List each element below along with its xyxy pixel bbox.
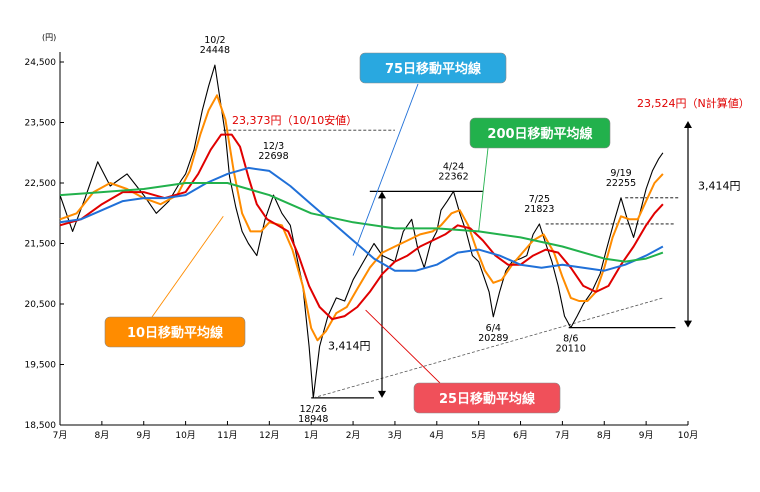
callout-text-ma10: 10日移動平均線 [127, 325, 224, 341]
annotation-sep19-line1: 22255 [606, 178, 636, 189]
x-tick-label: 10月 [678, 430, 698, 441]
right-range-arrow [684, 121, 692, 328]
x-tick-label: 1月 [304, 430, 319, 441]
range-head-bottom [684, 320, 692, 328]
annotation-apr24-line0: 4/24 [443, 161, 464, 172]
annotation-sep19-line0: 9/19 [610, 168, 631, 179]
x-tick-label: 9月 [136, 430, 151, 441]
range-head-top [684, 121, 692, 129]
x-tick-label: 4月 [429, 430, 444, 441]
guide-lines [223, 121, 692, 399]
callout-leader-ma25 [365, 309, 441, 384]
series-ma75 [59, 166, 664, 272]
annotation-peak-oct2-line1: 24448 [200, 45, 230, 56]
x-tick-label: 10月 [175, 430, 195, 441]
annotation-peak-oct2-line0: 10/2 [204, 35, 225, 46]
range-head-top [378, 191, 386, 199]
range-head-bottom [378, 390, 386, 398]
annotation-dec26-line0: 12/26 [300, 404, 327, 415]
callout-box-ma75 [359, 52, 507, 84]
callout-leader-ma10 [151, 216, 224, 318]
callout-box-ma25 [413, 382, 561, 414]
series-ma25 [59, 133, 664, 321]
support-trendline [313, 297, 663, 399]
annotation-jun4-line1: 20289 [478, 333, 508, 344]
y-unit-label: (円) [42, 33, 56, 42]
annotation-apr24-line1: 22362 [438, 171, 468, 182]
series-lines [59, 64, 664, 399]
x-tick-label: 9月 [639, 430, 654, 441]
x-tick-label: 3月 [388, 430, 403, 441]
callout-text-ma25: 25日移動平均線 [439, 391, 536, 407]
callout-leader-ma200 [478, 147, 489, 232]
annotation-dec26-line1: 18948 [298, 414, 328, 425]
left-range-arrow [378, 191, 386, 398]
annotation-jun4-line0: 6/4 [486, 323, 501, 334]
annotation-aug6-line0: 8/6 [563, 334, 578, 345]
annotation-dec3-line1: 22698 [258, 151, 288, 162]
x-tick-label: 8月 [94, 430, 109, 441]
y-tick-label: 20,500 [25, 300, 57, 310]
y-tick-label: 19,500 [25, 361, 57, 371]
x-tick-label: 6月 [513, 430, 528, 441]
x-tick-label: 7月 [555, 430, 570, 441]
series-ma200 [59, 182, 664, 263]
left-range-label: 3,414円 [328, 340, 371, 353]
x-tick-label: 2月 [346, 430, 361, 441]
chart-axes: (円) 24,500 23,500 22,500 21,500 20,500 19,500 1… [25, 33, 699, 441]
y-tick-label: 24,500 [25, 58, 57, 68]
annotation-aug6-line1: 20110 [556, 344, 586, 355]
y-tick-label: 21,500 [25, 240, 57, 250]
y-tick-label: 18,500 [25, 421, 57, 431]
x-tick-label: 12月 [259, 430, 279, 441]
x-tick-label: 11月 [217, 430, 237, 441]
callout-text-ma75: 75日移動平均線 [385, 61, 482, 77]
y-tick-label: 22,500 [25, 179, 57, 189]
x-tick-label: 8月 [597, 430, 612, 441]
x-tick-label: 5月 [471, 430, 486, 441]
annotation-jul25-line1: 21823 [524, 204, 554, 215]
series-ma10 [59, 94, 664, 342]
chart-labels: 23,373円（10/10安値） 3,414円 3,414円 23,524円（N計算値… [104, 35, 750, 425]
x-tick-label: 7月 [53, 430, 68, 441]
right-range-label: 3,414円 [698, 179, 741, 192]
series-price [59, 64, 664, 399]
callout-text-ma200: 200日移動平均線 [487, 126, 593, 142]
annotation-dec3-line0: 12/3 [263, 141, 284, 152]
callout-box-ma10 [104, 316, 246, 348]
callout-leader-ma75 [352, 83, 419, 256]
callout-box-ma200 [469, 117, 611, 149]
y-tick-label: 23,500 [25, 119, 57, 129]
annotation-jul25-line0: 7/25 [529, 194, 550, 205]
target-label: 23,524円（N計算値） [637, 96, 750, 110]
reference-line-label: 23,373円（10/10安値） [232, 113, 357, 127]
